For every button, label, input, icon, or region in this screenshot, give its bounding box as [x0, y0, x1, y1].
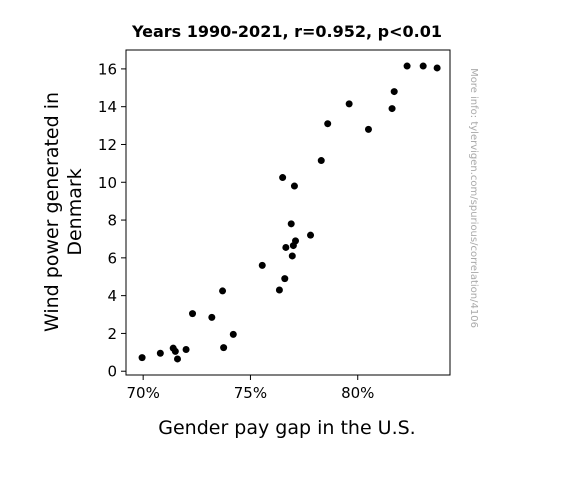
y-axis-label-line-2: Denmark: [64, 168, 86, 255]
data-point: [208, 313, 216, 321]
data-point: [390, 88, 398, 96]
source-note: More info: tylervigen.com/spurious/corre…: [468, 68, 479, 328]
data-point: [290, 182, 298, 190]
x-axis-label: Gender pay gap in the U.S.: [158, 417, 415, 439]
y-tick-label: 16: [98, 60, 117, 78]
y-tick-label: 4: [107, 287, 117, 305]
data-point: [281, 275, 289, 283]
data-point: [279, 174, 287, 182]
x-tick-label: 75%: [234, 384, 267, 402]
y-tick-label: 2: [107, 325, 117, 343]
data-point: [189, 310, 197, 318]
data-point: [419, 62, 427, 70]
data-point: [275, 286, 283, 294]
data-point: [388, 105, 396, 113]
data-point: [220, 344, 228, 352]
data-point: [219, 287, 227, 295]
y-tick-label: 6: [107, 249, 117, 267]
data-point: [307, 231, 315, 239]
data-point: [282, 243, 290, 251]
y-tick-label: 12: [98, 136, 117, 154]
data-point: [138, 354, 146, 362]
y-tick-label: 10: [98, 174, 117, 192]
data-point: [364, 125, 372, 133]
data-point: [288, 252, 296, 260]
data-point: [433, 64, 441, 72]
data-point: [287, 220, 295, 228]
y-tick-label: 8: [107, 212, 117, 230]
y-axis-label-line-1: Wind power generated in: [41, 92, 63, 332]
data-point: [345, 100, 353, 108]
data-point: [317, 157, 325, 165]
y-axis: 0 2 4 6 8 10 12 14 16: [98, 60, 126, 381]
data-point: [229, 330, 237, 338]
data-points: [138, 62, 441, 363]
chart-title: Years 1990-2021, r=0.952, p<0.01: [131, 22, 442, 41]
x-axis: 70% 75% 80%: [126, 375, 374, 402]
data-point: [292, 237, 300, 245]
data-point: [258, 261, 266, 269]
y-tick-label: 14: [98, 98, 117, 116]
data-point: [171, 347, 179, 355]
data-point: [182, 345, 190, 353]
x-tick-label: 70%: [126, 384, 159, 402]
plot-area-frame: [125, 49, 451, 376]
x-tick-label: 80%: [341, 384, 374, 402]
data-point: [403, 62, 411, 70]
data-point: [173, 355, 181, 363]
data-point: [324, 120, 332, 128]
data-point: [156, 349, 164, 357]
y-tick-label: 0: [107, 363, 117, 381]
